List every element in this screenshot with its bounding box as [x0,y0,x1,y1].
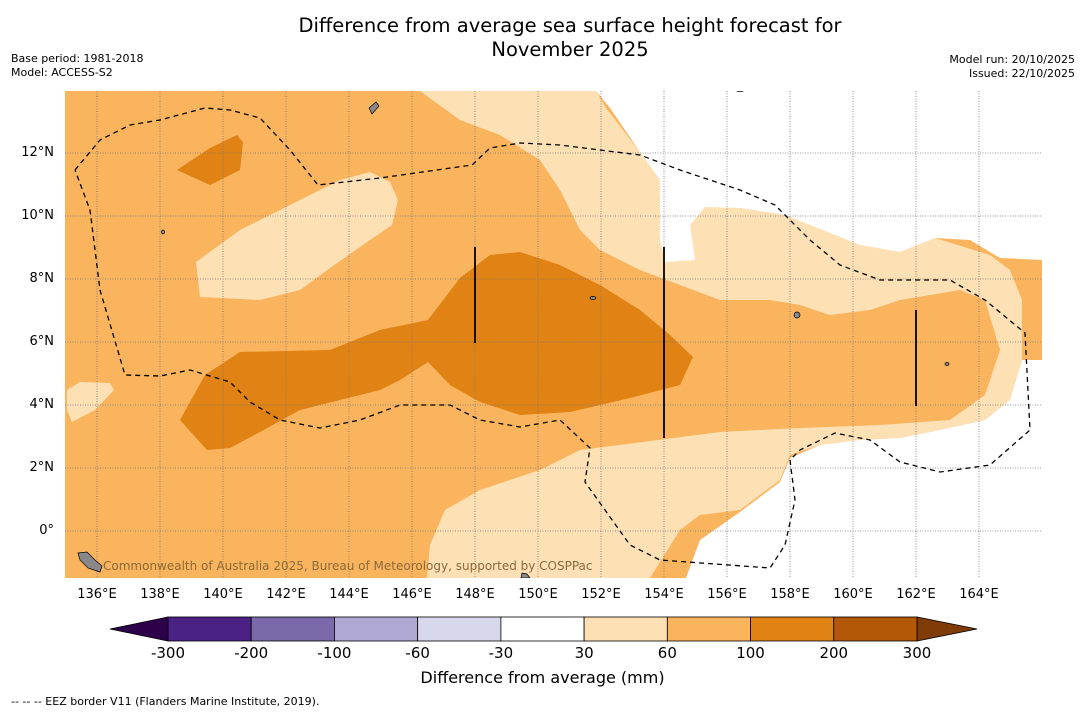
lon-label: 164°E [959,587,999,602]
lat-label: 2°N [29,460,55,475]
meta-right: Model run: 20/10/2025 Issued: 22/10/2025 [949,53,1075,81]
map-area [65,91,1042,578]
colorbar-segment [666,616,751,642]
lon-label: 136°E [77,587,117,602]
colorbar-tick: 300 [902,644,932,662]
lon-label: 162°E [896,587,936,602]
island-5 [589,296,597,300]
colorbar-tick: 60 [657,644,677,662]
contour-60-100 [180,252,693,450]
watermark: Commonwealth of Australia 2025, Bureau o… [103,559,593,573]
lon-label: 138°E [140,587,180,602]
base-period: Base period: 1981-2018 [11,52,144,65]
lat-label: 0° [39,523,54,538]
colorbar-segments [167,616,918,642]
lon-label: 152°E [581,587,621,602]
marker-lines [474,247,917,438]
title-line-2: November 2025 [491,38,649,61]
contour-30-60-west [67,382,114,422]
eez-border-west [74,107,1031,569]
model-name: Model: ACCESS-S2 [11,66,113,79]
issued-date: Issued: 22/10/2025 [968,67,1075,80]
colorbar-title: Difference from average (mm) [420,668,665,687]
colorbar-tick: 200 [819,644,849,662]
lat-label: 4°N [29,397,55,412]
colorbar [109,616,978,642]
lon-label: 154°E [644,587,684,602]
meta-left: Base period: 1981-2018 Model: ACCESS-S2 [11,52,143,80]
colorbar-tick: 100 [736,644,765,662]
eez-legend-note: -- -- -- EEZ border V11 (Flanders Marine… [11,695,320,708]
contour-below-30-south [686,360,1042,578]
lon-label: 160°E [833,587,873,602]
lat-label: 10°N [21,208,54,223]
colorbar-segment [500,616,585,642]
island-7 [161,229,165,235]
contour-30-60-east [420,91,1022,578]
lat-label: 8°N [29,271,55,286]
colorbar-segment [250,616,335,642]
colorbar-segment [750,616,835,642]
colorbar-segment [833,616,918,642]
colorbar-tick: -300 [150,644,186,662]
colorbar-under-triangle [109,616,169,642]
gridlines [65,91,1042,578]
colorbar-segment [334,616,419,642]
colorbar-over-triangle [916,616,978,642]
lat-label: 12°N [21,145,54,160]
colorbar-segment [417,616,502,642]
lon-label: 142°E [266,587,306,602]
island-1 [368,101,380,115]
lon-label: 158°E [770,587,810,602]
colorbar-tick: -30 [488,644,514,662]
lon-label: 140°E [203,587,243,602]
lon-label: 146°E [392,587,432,602]
colorbar-tick: -60 [405,644,430,662]
islands [77,91,950,578]
island-6 [944,362,950,366]
lon-label: 150°E [518,587,558,602]
island-8 [736,91,744,92]
contour-60-100-nw [177,135,243,185]
island-4 [793,311,801,319]
model-run: Model run: 20/10/2025 [949,53,1075,66]
contour-30-60-mid [196,172,398,300]
colorbar-tick: 30 [574,644,594,662]
island-3 [520,572,531,578]
map-title: Difference from average sea surface heig… [0,14,1085,62]
lon-label: 144°E [329,587,369,602]
island-2 [77,551,103,573]
colorbar-tick: -200 [234,644,269,662]
title-line-1: Difference from average sea surface heig… [298,14,842,37]
lat-label: 6°N [29,334,55,349]
lon-label: 156°E [707,587,747,602]
colorbar-segment [583,616,668,642]
colorbar-segment [167,616,252,642]
contour-below-30-north [562,91,1042,262]
lon-label: 148°E [455,587,495,602]
colorbar-tick: -100 [317,644,352,662]
